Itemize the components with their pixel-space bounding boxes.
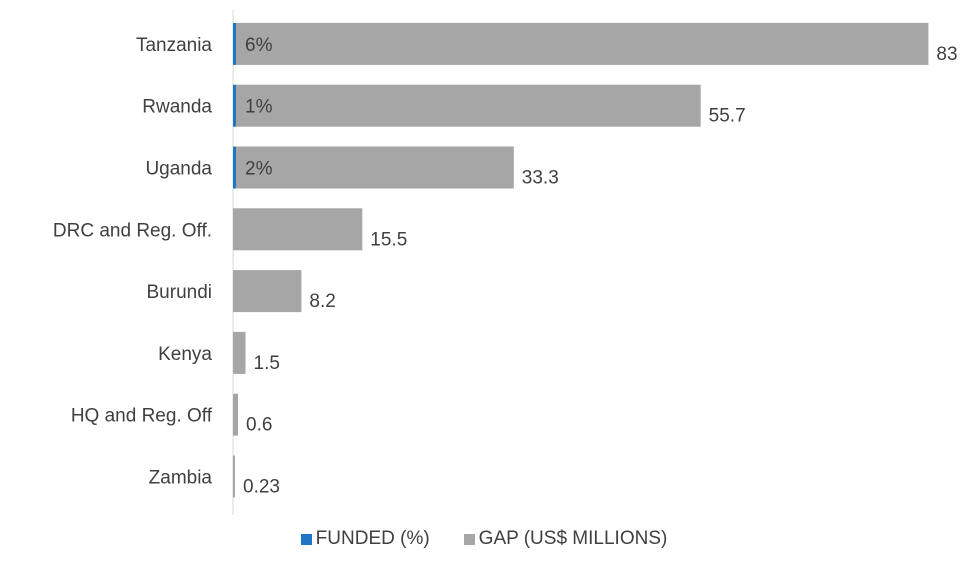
bar-funded [233,84,236,127]
bar-gap [233,393,239,436]
bar-gap [236,84,701,127]
legend-label-gap: GAP (US$ MILLIONS) [478,528,668,549]
bar-gap [236,146,514,189]
data-label-funded: 2% [245,159,273,180]
category-label: DRC and Reg. Off. [53,220,212,241]
data-label-gap: 0.6 [246,415,272,436]
data-label-gap: 8.2 [309,291,335,312]
data-label-gap: 1.5 [254,353,280,374]
bar-gap [233,331,246,374]
bar-funded [233,22,236,65]
data-label-funded: 1% [245,97,273,118]
bar-gap [233,208,363,251]
data-label-gap: 83 [936,44,957,65]
data-label-funded: 6% [245,35,273,56]
data-label-gap: 33.3 [522,168,559,189]
legend-swatch-funded [300,533,312,545]
legend: FUNDED (%) GAP (US$ MILLIONS) [0,528,968,550]
data-label-gap: 0.23 [243,477,280,498]
category-label: Zambia [149,468,213,489]
bar-gap [233,455,235,498]
category-label: Tanzania [136,35,212,56]
legend-label-funded: FUNDED (%) [315,528,430,549]
data-label-gap: 55.7 [709,106,746,127]
category-label: Uganda [145,159,212,180]
bar-gap [233,270,302,313]
legend-swatch-gap [463,533,475,545]
category-label: Kenya [158,344,212,365]
legend-item-funded: FUNDED (%) [300,528,430,550]
bar-chart: Tanzania 6% 83 Rwanda 1% 55.7 Uganda 2% 33.3 DRC … [53,10,958,515]
category-label: HQ and Reg. Off [71,406,213,427]
bar-gap [236,22,929,65]
legend-item-gap: GAP (US$ MILLIONS) [463,528,668,550]
category-label: Rwanda [142,97,212,118]
bar-funded [233,146,236,189]
data-label-gap: 15.5 [370,229,407,250]
category-label: Burundi [147,282,213,303]
